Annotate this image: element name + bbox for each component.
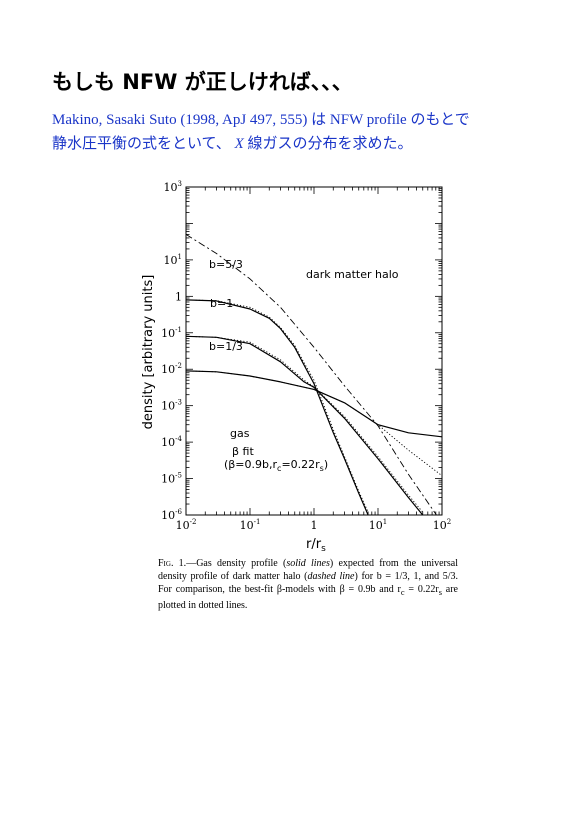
subtitle-line-2: 静水圧平衡の式をといて、 X 線ガスの分布を求めた。: [52, 132, 552, 156]
label-beta-fit: β fit: [232, 445, 254, 458]
x-tick-label: 10-1: [240, 518, 261, 532]
caption-part-4: = 0.22r: [404, 584, 439, 595]
y-tick-label: 1: [175, 290, 182, 303]
y-tick-label: 10-5: [161, 472, 182, 486]
caption-sub-c: c: [400, 588, 405, 597]
fit-param-part-3: ): [324, 458, 328, 471]
subtitle-line-2-post: 線ガスの分布を求めた。: [243, 136, 413, 152]
subtitle: Makino, Sasaki Suto (1998, ApJ 497, 555)…: [52, 108, 552, 156]
subtitle-line-2-pre: 静水圧平衡の式をといて、: [52, 136, 235, 152]
fit-param-part-2: =0.22r: [281, 458, 320, 471]
x-axis-label: r/rs: [306, 537, 326, 554]
y-axis-label: density [arbitrary units]: [141, 275, 156, 430]
series-b-1-3: [186, 370, 442, 438]
caption-solid-lines: solid lines: [286, 558, 330, 569]
caption-dashed-line: dashed line: [307, 571, 355, 582]
y-tick-label: 10-6: [161, 508, 182, 522]
y-tick-label: 10-1: [161, 326, 182, 340]
fit-param-sub-s: s: [320, 464, 324, 473]
series-b-1-3-fit: [186, 370, 442, 477]
label-b-1: b=1: [210, 297, 233, 310]
x-tick-label: 102: [433, 518, 451, 532]
x-axis-label-sub: s: [321, 544, 326, 554]
y-tick-label: 103: [164, 180, 182, 194]
caption-part-5: are plotted in dotted lines.: [158, 584, 458, 611]
label-b-5-3: b=5/3: [209, 258, 243, 271]
series-b-5-3-fit: [186, 299, 369, 513]
y-tick-label: 10-4: [161, 435, 182, 449]
label-fit-params: (β=0.9b,rc=0.22rs): [224, 458, 328, 473]
series-b-5-3: [186, 299, 369, 515]
subtitle-line-1: Makino, Sasaki Suto (1998, ApJ 497, 555)…: [52, 112, 470, 128]
caption-part-1: —Gas density profile (: [186, 558, 287, 569]
fit-param-part-1: (β=0.9b,r: [224, 458, 278, 471]
y-tick-label: 10-2: [161, 362, 182, 376]
label-b-1-3: b=1/3: [209, 340, 243, 353]
page-heading: もしも NFW が正しければ、、、: [52, 70, 353, 94]
label-gas: gas: [230, 427, 250, 440]
x-tick-label: 101: [369, 518, 387, 532]
series-b-1: [186, 335, 424, 515]
caption-figure-number: Fig. 1.: [158, 558, 187, 569]
fit-param-sub-c: c: [277, 464, 281, 473]
caption-part-2: ) expected from the universal density pr…: [158, 558, 458, 582]
caption-part-3: ) for b = 1/3, 1, and 5/3. For compariso…: [158, 571, 459, 595]
y-tick-label: 101: [164, 253, 182, 267]
figure-caption: Fig. 1.—Gas density profile (solid lines…: [158, 557, 458, 612]
x-axis-label-main: r/r: [306, 537, 322, 552]
subtitle-x-letter: X: [234, 136, 244, 152]
x-tick-label: 10-2: [176, 518, 197, 532]
y-tick-label: 10-3: [161, 399, 182, 413]
series-dark-matter-halo: [186, 234, 437, 515]
label-dark-matter-halo: dark matter halo: [306, 268, 399, 281]
caption-sub-s: s: [438, 588, 442, 597]
x-tick-label: 1: [311, 519, 318, 532]
